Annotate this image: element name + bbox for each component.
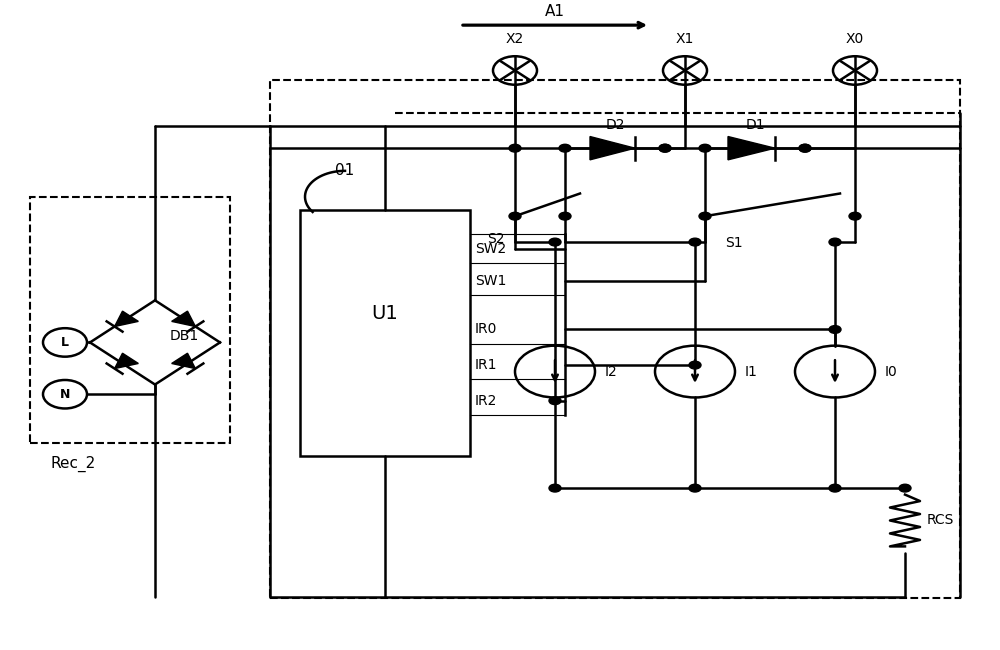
Circle shape <box>699 144 711 152</box>
Polygon shape <box>728 136 775 160</box>
Text: IR2: IR2 <box>475 394 497 408</box>
Text: X2: X2 <box>506 32 524 46</box>
Bar <box>30 197 230 443</box>
Text: X0: X0 <box>846 32 864 46</box>
Circle shape <box>799 144 811 152</box>
Circle shape <box>689 238 701 246</box>
Polygon shape <box>172 353 195 369</box>
Circle shape <box>689 361 701 369</box>
Circle shape <box>559 213 571 220</box>
Text: SW2: SW2 <box>475 242 506 255</box>
Circle shape <box>549 396 561 404</box>
Polygon shape <box>115 353 138 369</box>
Text: X1: X1 <box>676 32 694 46</box>
Text: I2: I2 <box>605 365 618 378</box>
Text: D1: D1 <box>745 118 765 132</box>
Circle shape <box>509 213 521 220</box>
Text: IR0: IR0 <box>475 322 497 337</box>
Circle shape <box>689 484 701 492</box>
Text: S2: S2 <box>488 232 505 246</box>
Text: I1: I1 <box>745 365 758 378</box>
Text: U1: U1 <box>372 304 398 323</box>
Circle shape <box>549 238 561 246</box>
Text: RCS: RCS <box>927 514 954 528</box>
Text: Rec_2: Rec_2 <box>50 456 95 472</box>
Circle shape <box>559 144 571 152</box>
Text: S1: S1 <box>725 235 743 250</box>
Polygon shape <box>115 311 138 326</box>
Text: IR1: IR1 <box>475 358 498 372</box>
Circle shape <box>659 144 671 152</box>
Bar <box>300 210 470 456</box>
Circle shape <box>899 484 911 492</box>
Polygon shape <box>172 311 195 326</box>
Text: D2: D2 <box>605 118 625 132</box>
Text: L: L <box>61 336 69 349</box>
Circle shape <box>699 213 711 220</box>
Text: 01: 01 <box>335 163 355 178</box>
Circle shape <box>829 326 841 333</box>
Text: I0: I0 <box>885 365 898 378</box>
Circle shape <box>659 144 671 152</box>
Text: A1: A1 <box>545 4 565 19</box>
Circle shape <box>509 144 521 152</box>
Circle shape <box>549 484 561 492</box>
Text: SW1: SW1 <box>475 274 506 288</box>
Polygon shape <box>590 136 635 160</box>
Bar <box>270 80 960 598</box>
Text: N: N <box>60 388 70 401</box>
Circle shape <box>829 238 841 246</box>
Circle shape <box>849 213 861 220</box>
Circle shape <box>799 144 811 152</box>
Text: DB1: DB1 <box>170 329 199 343</box>
Circle shape <box>829 484 841 492</box>
